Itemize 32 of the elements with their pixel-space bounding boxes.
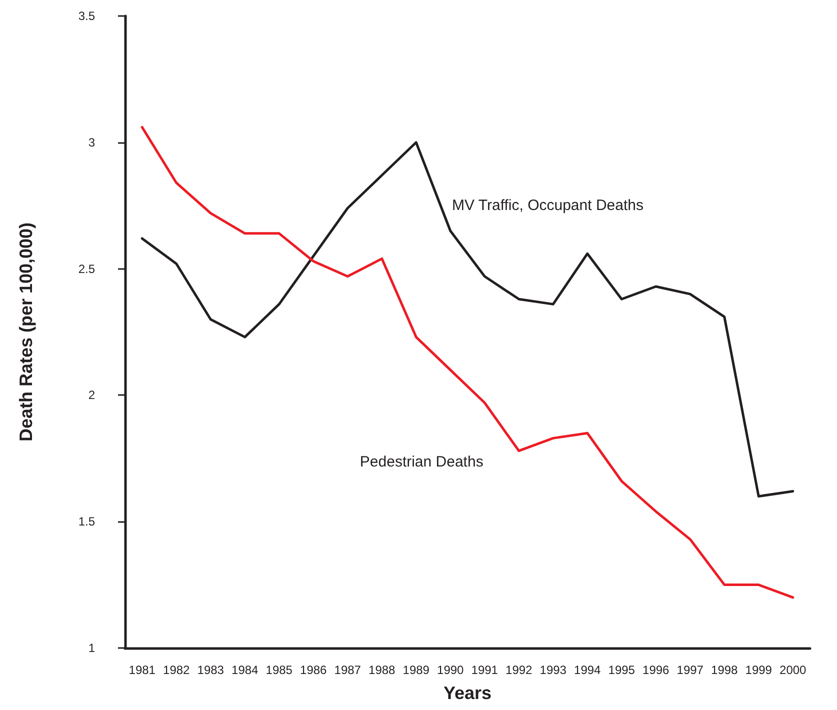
x-tick-label: 1996 [642,663,670,677]
x-tick-label: 1989 [402,663,430,677]
x-tick-label: 1983 [197,663,224,677]
x-tick-label: 1993 [540,663,567,677]
line-series [140,141,794,498]
x-tick-label: 1999 [745,663,772,677]
x-axis-title: Years [443,683,492,703]
x-tick-label: 1985 [266,663,293,677]
series-label: MV Traffic, Occupant Deaths [452,197,644,214]
y-axis-title: Death Rates (per 100,000) [16,222,36,442]
x-tick-label: 1988 [368,663,396,677]
y-tick-label: 1 [88,641,96,655]
x-tick-label: 1992 [506,663,533,677]
y-tick-label: 3 [88,135,96,150]
x-tick-label: 1998 [711,663,738,677]
x-tick-label: 1994 [574,663,602,677]
x-tick-label: 1990 [437,663,464,677]
line-series [140,126,794,599]
x-tick-label: 1997 [676,663,704,677]
x-tick-label: 1982 [163,663,190,677]
text: Pedestrian Deaths [360,453,484,470]
y-tick-label: 3.5 [78,9,96,23]
x-tick-label: 2000 [780,663,807,677]
x-tick-label: 1987 [334,663,362,677]
y-tick-label: 2 [88,388,96,402]
y-tick-label: 2.5 [78,262,96,276]
y-tick-label: 1.5 [78,514,96,529]
x-tick-label: 1995 [608,663,636,677]
x-tick-label: 1986 [300,663,328,677]
x-tick-label: 1991 [471,663,498,677]
x-tick-label: 1984 [232,663,259,677]
x-tick-label: 1981 [128,663,156,677]
